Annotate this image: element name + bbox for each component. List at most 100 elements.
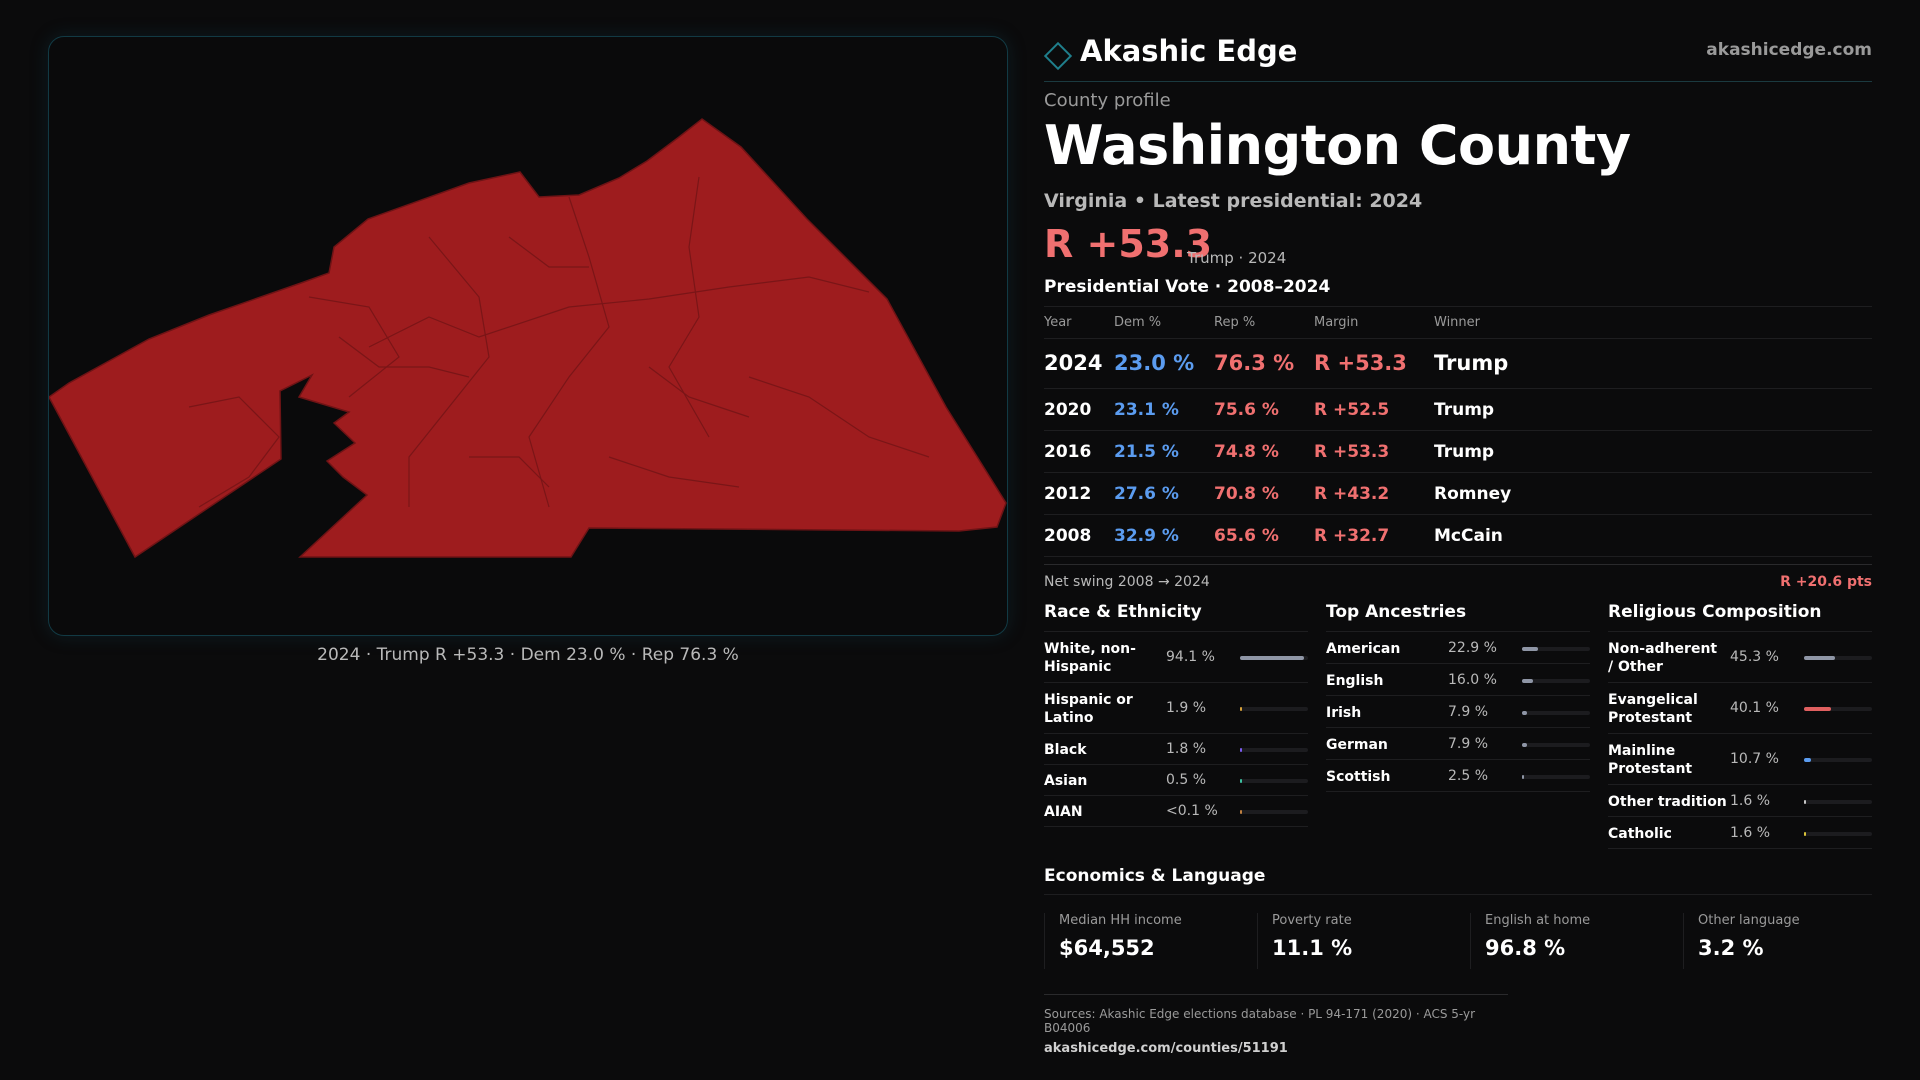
- econ-cell-income: Median HH income $64,552: [1044, 913, 1257, 969]
- ancestry-bar: [1522, 679, 1590, 683]
- vote-rep: 76.3 %: [1214, 351, 1295, 375]
- religion-row: Other tradition 1.6 %: [1608, 785, 1872, 817]
- vote-winner: Romney: [1434, 484, 1512, 504]
- vote-year: 2012: [1044, 484, 1092, 504]
- header-year: Year: [1044, 315, 1072, 330]
- religion-row: Catholic 1.6 %: [1608, 817, 1872, 849]
- econ-cell-other-language: Other language 3.2 %: [1683, 913, 1872, 969]
- district-lines: [188, 176, 930, 508]
- county-map-panel: [48, 36, 1008, 636]
- race-label: White, non-Hispanic: [1044, 641, 1136, 675]
- vote-rep: 70.8 %: [1214, 484, 1279, 504]
- religion-label: Catholic: [1608, 826, 1672, 842]
- ancestry-pct: 16.0 %: [1448, 672, 1497, 688]
- brand-url-link[interactable]: akashicedge.com: [1706, 40, 1872, 60]
- vote-rep: 75.6 %: [1214, 400, 1279, 420]
- vote-winner: Trump: [1434, 442, 1495, 462]
- econ-value: 11.1 %: [1272, 936, 1353, 960]
- vote-margin: R +32.7: [1314, 526, 1390, 546]
- race-row: AIAN <0.1 %: [1044, 796, 1308, 827]
- econ-value: $64,552: [1059, 936, 1155, 960]
- vote-section-title: Presidential Vote · 2008–2024: [1044, 277, 1331, 297]
- religion-label: Evangelical Protestant: [1608, 692, 1698, 726]
- race-bar-fill: [1240, 748, 1242, 752]
- race-ethnicity-section: Race & Ethnicity White, non-Hispanic 94.…: [1044, 600, 1308, 827]
- ancestry-bar-fill: [1522, 743, 1527, 747]
- page-title: Washington County: [1044, 114, 1631, 177]
- eyebrow-label: County profile: [1044, 90, 1171, 111]
- vote-table-header: Year Dem % Rep % Margin Winner: [1044, 307, 1872, 339]
- religion-pct: 45.3 %: [1730, 649, 1779, 665]
- religion-bar: [1804, 656, 1872, 660]
- vote-row: 2020 23.1 % 75.6 % R +52.5 Trump: [1044, 389, 1872, 431]
- vote-year: 2024: [1044, 351, 1103, 375]
- race-bar-fill: [1240, 707, 1242, 711]
- race-bar-fill: [1240, 779, 1242, 783]
- ancestry-pct: 2.5 %: [1448, 768, 1489, 784]
- race-bar: [1240, 810, 1308, 814]
- ancestry-label: American: [1326, 641, 1401, 657]
- vote-row: 2008 32.9 % 65.6 % R +32.7 McCain: [1044, 515, 1872, 557]
- race-pct: 94.1 %: [1166, 649, 1215, 665]
- race-pct: 0.5 %: [1166, 772, 1207, 788]
- religion-label: Non-adherent / Other: [1608, 641, 1718, 675]
- race-label: Hispanic or Latino: [1044, 692, 1133, 726]
- sources-footer: Sources: Akashic Edge elections database…: [1044, 994, 1508, 1056]
- sources-text: Sources: Akashic Edge elections database…: [1044, 1007, 1476, 1035]
- vote-rep: 65.6 %: [1214, 526, 1279, 546]
- econ-label: English at home: [1485, 913, 1591, 928]
- economics-row: Median HH income $64,552 Poverty rate 11…: [1044, 894, 1872, 974]
- ancestry-title: Top Ancestries: [1326, 600, 1590, 632]
- vote-table: Year Dem % Rep % Margin Winner 2024 23.0…: [1044, 306, 1872, 557]
- brand-name[interactable]: Akashic Edge: [1080, 34, 1298, 68]
- race-label: Black: [1044, 742, 1087, 758]
- religion-bar-fill: [1804, 800, 1806, 804]
- ancestry-row: English 16.0 %: [1326, 664, 1590, 696]
- county-map[interactable]: [49, 37, 1008, 636]
- vote-margin: R +52.5: [1314, 400, 1390, 420]
- race-label: Asian: [1044, 773, 1088, 789]
- religion-bar: [1804, 707, 1872, 711]
- ancestry-bar: [1522, 743, 1590, 747]
- page-subtitle: Virginia • Latest presidential: 2024: [1044, 190, 1423, 212]
- vote-rep: 74.8 %: [1214, 442, 1279, 462]
- race-bar-fill: [1240, 656, 1304, 660]
- vote-row: 2012 27.6 % 70.8 % R +43.2 Romney: [1044, 473, 1872, 515]
- religion-row: Non-adherent / Other 45.3 %: [1608, 632, 1872, 683]
- race-pct: <0.1 %: [1166, 803, 1218, 819]
- map-caption: 2024 · Trump R +53.3 · Dem 23.0 % · Rep …: [317, 645, 739, 665]
- race-title: Race & Ethnicity: [1044, 600, 1308, 632]
- ancestry-bar-fill: [1522, 711, 1527, 715]
- ancestry-row: Irish 7.9 %: [1326, 696, 1590, 728]
- ancestry-label: German: [1326, 737, 1388, 753]
- race-row: Hispanic or Latino 1.9 %: [1044, 683, 1308, 734]
- ancestry-pct: 7.9 %: [1448, 704, 1489, 720]
- vote-year: 2016: [1044, 442, 1092, 462]
- header-margin: Margin: [1314, 315, 1359, 330]
- ancestry-pct: 7.9 %: [1448, 736, 1489, 752]
- header-dem: Dem %: [1114, 315, 1162, 330]
- ancestry-bar-fill: [1522, 679, 1533, 683]
- religion-label: Mainline Protestant: [1608, 743, 1693, 777]
- ancestry-row: American 22.9 %: [1326, 632, 1590, 664]
- race-row: Asian 0.5 %: [1044, 765, 1308, 796]
- vote-row: 2016 21.5 % 74.8 % R +53.3 Trump: [1044, 431, 1872, 473]
- religion-section: Religious Composition Non-adherent / Oth…: [1608, 600, 1872, 849]
- religion-pct: 1.6 %: [1730, 825, 1771, 841]
- vote-year: 2020: [1044, 400, 1092, 420]
- county-permalink[interactable]: akashicedge.com/counties/51191: [1044, 1041, 1288, 1056]
- vote-winner: Trump: [1434, 351, 1509, 375]
- ancestry-bar: [1522, 711, 1590, 715]
- swing-value: R +20.6 pts: [1780, 574, 1872, 590]
- vote-dem: 27.6 %: [1114, 484, 1179, 504]
- vote-row: 2024 23.0 % 76.3 % R +53.3 Trump: [1044, 339, 1872, 389]
- vote-margin: R +43.2: [1314, 484, 1390, 504]
- religion-pct: 1.6 %: [1730, 793, 1771, 809]
- county-shape[interactable]: [49, 118, 1007, 559]
- ancestry-label: English: [1326, 673, 1384, 689]
- religion-pct: 10.7 %: [1730, 751, 1779, 767]
- ancestry-bar-fill: [1522, 647, 1538, 651]
- religion-bar: [1804, 832, 1872, 836]
- vote-dem: 23.1 %: [1114, 400, 1179, 420]
- ancestry-bar: [1522, 775, 1590, 779]
